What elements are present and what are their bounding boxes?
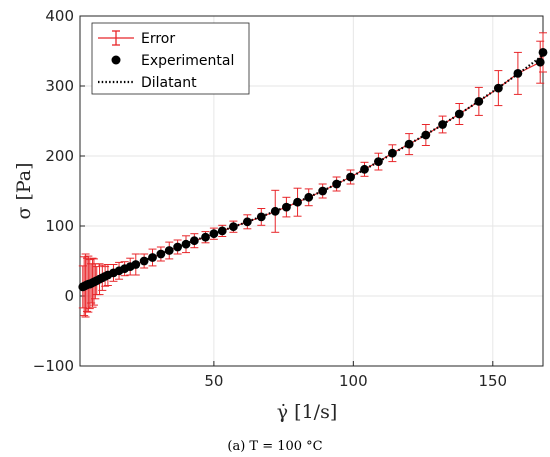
data-point — [404, 139, 414, 149]
data-point — [209, 229, 219, 239]
x-tick-label: 150 — [478, 372, 507, 390]
data-point — [256, 212, 266, 222]
data-point — [538, 48, 548, 57]
plot-frame — [79, 15, 544, 367]
data-point — [201, 232, 210, 242]
data-point — [148, 253, 157, 262]
y-tick-label: 200 — [45, 147, 74, 165]
data-point — [474, 97, 484, 106]
x-tick-label: 50 — [204, 372, 223, 390]
y-tick-label: 0 — [64, 287, 74, 305]
data-point — [360, 164, 369, 174]
data-point — [438, 120, 447, 129]
data-point — [293, 197, 302, 207]
data-point — [164, 246, 174, 255]
data-point — [374, 157, 383, 167]
figure-caption: (a) T = 100 °C — [227, 439, 322, 454]
x-axis-label: γ̇ [1/s] — [277, 401, 337, 423]
data-point — [217, 226, 227, 236]
data-point — [131, 260, 141, 269]
data-point — [421, 130, 431, 140]
legend: Error Experimental Dilatant — [91, 22, 250, 95]
y-tick-label: 100 — [45, 217, 74, 235]
legend-label-dilatant: Dilatant — [141, 75, 197, 91]
data-point — [242, 217, 252, 227]
data-point — [229, 222, 238, 232]
legend-item-dilatant: Dilatant — [98, 75, 197, 91]
data-point — [270, 206, 280, 216]
y-tick-label: −100 — [33, 357, 74, 375]
legend-label-error: Error — [141, 31, 175, 47]
x-tick-label: 100 — [339, 372, 368, 390]
data-point — [454, 109, 464, 119]
data-point — [189, 236, 199, 246]
y-axis-label: σ [Pa] — [13, 162, 35, 219]
legend-label-experimental: Experimental — [141, 53, 234, 69]
data-point — [304, 192, 314, 202]
data-point — [156, 249, 166, 259]
data-point — [173, 242, 183, 252]
data-point — [332, 179, 342, 189]
y-tick-label: 400 — [45, 7, 74, 25]
axis-ticks: 50 100 150 −100 0 100 200 300 400 — [33, 7, 507, 390]
data-point — [346, 172, 355, 182]
data-point — [181, 239, 191, 249]
data-point — [535, 57, 545, 67]
legend-item-experimental: Experimental — [111, 53, 234, 69]
experimental-series — [78, 48, 548, 292]
legend-item-error: Error — [98, 30, 175, 47]
y-tick-label: 300 — [45, 77, 74, 95]
data-point — [493, 83, 503, 93]
data-point — [387, 148, 397, 158]
data-point — [281, 202, 291, 212]
data-point — [318, 186, 328, 196]
data-point — [139, 256, 149, 266]
data-point — [513, 69, 523, 78]
